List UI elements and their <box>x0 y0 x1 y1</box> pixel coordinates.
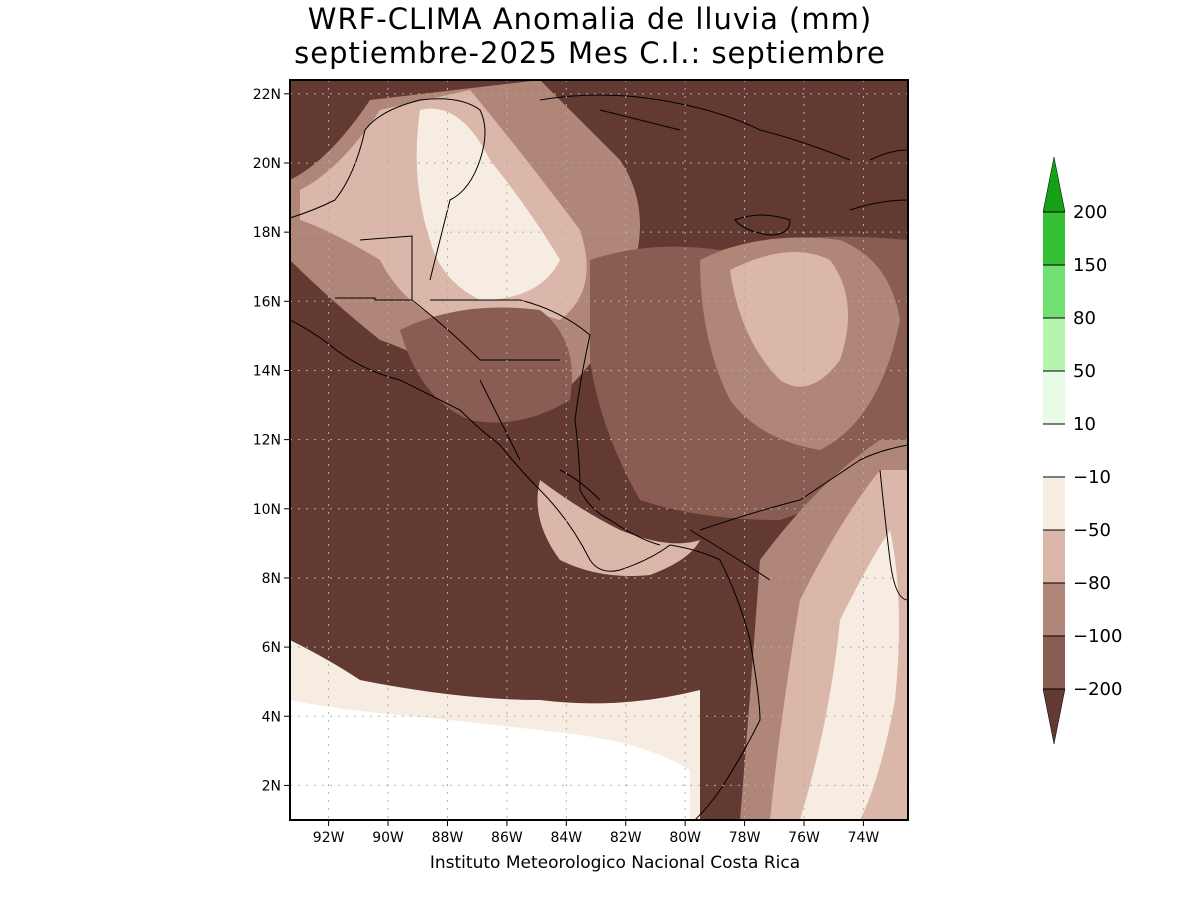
coast-jamaica <box>734 214 791 236</box>
colorbar-band <box>1043 636 1065 689</box>
lon-tick-label: 84W <box>550 830 582 846</box>
colorbar-label: −50 <box>1073 520 1111 541</box>
colorbar-label: −10 <box>1073 467 1111 488</box>
lat-tick-label: 12N <box>253 433 281 449</box>
field-colombia-white <box>800 530 899 820</box>
coast-caribbean-central <box>429 299 661 546</box>
coast-mexico-pacific <box>290 319 761 820</box>
colorbar-label: 150 <box>1073 255 1107 276</box>
colorbar-band <box>1043 530 1065 583</box>
field-south-pacific-white <box>290 700 690 820</box>
coast-cuba <box>539 94 851 161</box>
precipitation-field <box>290 80 908 820</box>
lat-tick-label: 6N <box>262 640 281 656</box>
title-line-2: septiembre-2025 Mes C.I.: septiembre <box>294 36 886 70</box>
lat-tick-label: 20N <box>253 156 281 172</box>
colorbar-band <box>1043 424 1065 477</box>
latitude-labels: 2N 4N 6N 8N 10N 12N 14N 16N 18N 20N 22N <box>253 87 290 794</box>
colorbar: 200 150 80 50 10 −10 −50 −80 −100 −200 <box>1042 156 1122 745</box>
colorbar-label: 80 <box>1073 308 1096 329</box>
coast-hispaniola <box>849 149 908 211</box>
colorbar-band <box>1043 318 1065 371</box>
field-yucatan-white <box>416 108 560 300</box>
lon-tick-label: 78W <box>729 830 761 846</box>
colorbar-band <box>1043 583 1065 636</box>
lat-tick-label: 2N <box>262 778 281 794</box>
colorbar-label: −80 <box>1073 573 1111 594</box>
colorbar-label: 10 <box>1073 414 1096 435</box>
field-caribbean-lighter <box>730 252 848 387</box>
colorbar-bottom-arrow <box>1042 688 1066 745</box>
colorbar-label: −100 <box>1073 626 1122 647</box>
title-line-1: WRF-CLIMA Anomalia de lluvia (mm) <box>307 2 873 36</box>
lat-tick-label: 22N <box>253 87 281 103</box>
colorbar-band <box>1043 371 1065 424</box>
colorbar-band <box>1043 265 1065 318</box>
lon-tick-label: 92W <box>313 830 345 846</box>
graticule <box>290 80 908 820</box>
colorbar-band <box>1043 212 1065 265</box>
lat-tick-label: 4N <box>262 709 281 725</box>
colorbar-band <box>1043 477 1065 530</box>
coast-yucatan <box>290 98 486 281</box>
border-central-america <box>411 299 771 581</box>
border-colombia-venezuela <box>879 469 908 601</box>
lat-tick-label: 8N <box>262 571 281 587</box>
lon-tick-label: 74W <box>848 830 880 846</box>
lon-tick-label: 82W <box>610 830 642 846</box>
colorbar-label: 50 <box>1073 361 1096 382</box>
credit-text: Instituto Meteorologico Nacional Costa R… <box>429 853 801 873</box>
colorbar-label: −200 <box>1073 679 1122 700</box>
colorbar-top-arrow <box>1042 156 1066 213</box>
chart-title: WRF-CLIMA Anomalia de lluvia (mm) septie… <box>290 2 890 70</box>
border-belize-guatemala <box>335 235 413 301</box>
lon-tick-label: 90W <box>372 830 404 846</box>
lat-tick-label: 10N <box>253 502 281 518</box>
longitude-labels: 92W 90W 88W 86W 84W 82W 80W 78W 76W 74W <box>313 820 880 846</box>
lon-tick-label: 76W <box>788 830 820 846</box>
colorbar-label: 200 <box>1073 202 1107 223</box>
lat-tick-label: 18N <box>253 225 281 241</box>
field-honduras-mid <box>400 307 572 423</box>
lat-tick-label: 14N <box>253 363 281 379</box>
map-frame <box>289 79 909 821</box>
lon-tick-label: 80W <box>669 830 701 846</box>
coastlines <box>290 94 908 820</box>
coast-colombia <box>699 444 908 531</box>
lon-tick-label: 88W <box>432 830 464 846</box>
lat-tick-label: 16N <box>253 294 281 310</box>
lon-tick-label: 86W <box>491 830 523 846</box>
